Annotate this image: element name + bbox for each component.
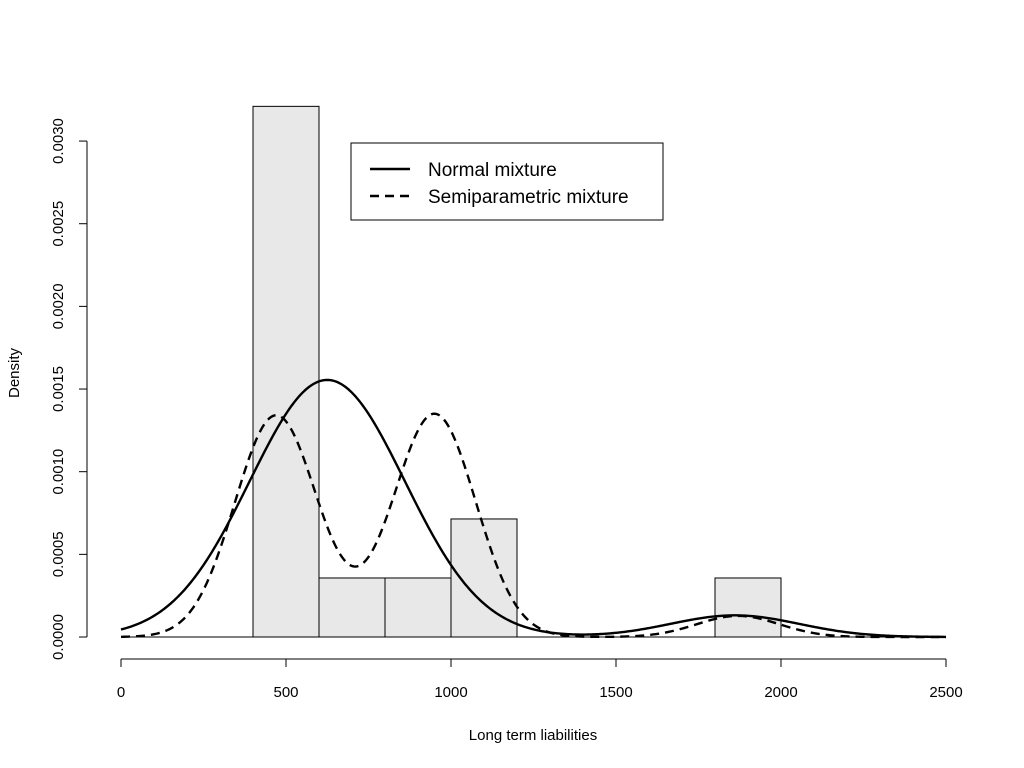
- histogram-bar-4: [714, 577, 782, 638]
- legend: Normal mixture Semiparametric mixture: [350, 142, 664, 221]
- y-tick-label-4: 0.0020: [50, 283, 67, 329]
- x-axis-ticks: 0 500 1000 1500 2000 2500: [117, 659, 963, 701]
- x-tick-label-2: 1000: [434, 684, 467, 701]
- density-curve-normal-mixture: [120, 378, 947, 639]
- legend-label-semiparametric-mixture: Semiparametric mixture: [428, 187, 629, 208]
- histogram-bar-0: [252, 105, 320, 638]
- x-axis-title: Long term liabilities: [469, 727, 597, 744]
- histogram-bars: [121, 105, 946, 638]
- y-axis: 0.0000 0.0005 0.0010 0.0015 0.0020 0.0025 0.00…: [50, 118, 88, 660]
- y-tick-label-5: 0.0025: [50, 201, 67, 247]
- legend-label-normal-mixture: Normal mixture: [428, 160, 557, 181]
- histogram-bar-1: [318, 577, 386, 638]
- histogram-bar-2: [384, 577, 452, 638]
- density-curves: [120, 378, 947, 639]
- histogram-bar-3: [450, 518, 518, 638]
- x-tick-label-3: 1500: [599, 684, 632, 701]
- y-axis-title: Density: [6, 347, 23, 398]
- y-tick-label-3: 0.0015: [50, 366, 67, 412]
- y-tick-label-2: 0.0010: [50, 449, 67, 495]
- y-tick-label-6: 0.0030: [50, 118, 67, 164]
- legend-box: [350, 142, 664, 221]
- y-tick-label-0: 0.0000: [50, 614, 67, 660]
- x-tick-label-4: 2000: [764, 684, 797, 701]
- y-axis-ticks: 0.0000 0.0005 0.0010 0.0015 0.0020 0.0025 0.00…: [50, 118, 87, 660]
- x-axis: 0 500 1000 1500 2000 2500: [117, 658, 963, 701]
- x-tick-label-5: 2500: [929, 684, 962, 701]
- x-tick-label-1: 500: [273, 684, 298, 701]
- x-tick-label-0: 0: [117, 684, 125, 701]
- y-tick-label-1: 0.0005: [50, 531, 67, 577]
- density-curve-semiparametric-mixture: [120, 412, 946, 639]
